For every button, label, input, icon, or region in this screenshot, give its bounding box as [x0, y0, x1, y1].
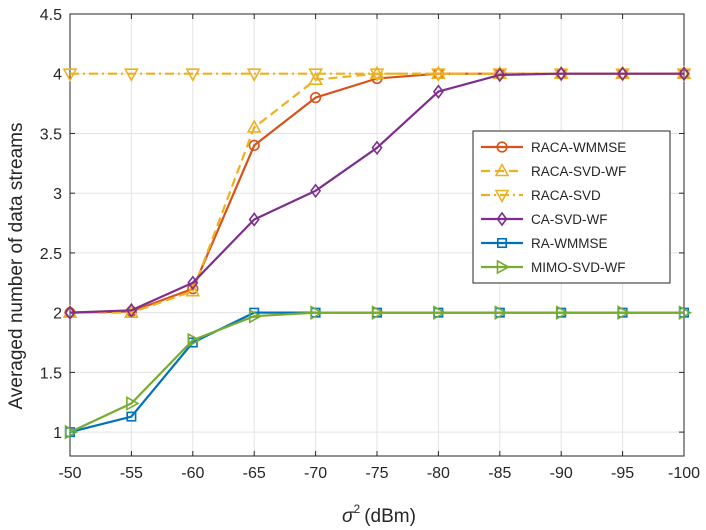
data-point-ca-svd-wf	[248, 212, 260, 227]
data-point-raca-svd	[62, 68, 78, 82]
legend-marker-ca-svd-wf	[496, 211, 508, 227]
data-point-ca-svd-wf	[617, 66, 629, 82]
series-ca-svd-wf	[64, 66, 690, 320]
legend-label-raca-wmmse: RACA-WMMSE	[531, 140, 626, 155]
x-tick-label: -95	[611, 465, 634, 482]
x-tick-label: -55	[120, 465, 143, 482]
data-point-raca-svd	[308, 68, 323, 82]
data-point-ca-svd-wf	[555, 66, 567, 82]
data-point-ca-svd-wf	[310, 183, 322, 199]
data-point-ca-svd-wf	[125, 302, 137, 318]
x-tick-label: -75	[365, 465, 388, 482]
legend-marker-raca-svd-wf	[494, 162, 510, 177]
legend-item-raca-wmmse: RACA-WMMSE	[481, 140, 626, 155]
data-point-raca-svd	[431, 68, 446, 82]
x-axis-label: σ2 (dBm)	[342, 502, 416, 527]
data-point-mimo-svd-wf	[187, 332, 201, 348]
legend-item-raca-svd: RACA-SVD	[481, 188, 601, 204]
series-mimo-svd-wf	[64, 305, 693, 440]
data-point-mimo-svd-wf	[371, 305, 386, 320]
data-point-raca-svd	[246, 68, 262, 82]
data-point-raca-svd-wf	[308, 71, 323, 86]
x-axis-label-symbol: σ	[342, 506, 355, 527]
legend-label-raca-svd-wf: RACA-SVD-WF	[531, 164, 626, 179]
x-tick-label: -80	[427, 465, 450, 482]
y-axis-label: Averaged number of data streams	[6, 123, 27, 410]
data-point-raca-wmmse	[248, 139, 260, 152]
legend: RACA-WMMSE RACA-SVD-WF RACA-SVD CA-SVD-WF RA…	[472, 130, 671, 284]
y-tick-label: 3.5	[40, 126, 62, 143]
data-point-mimo-svd-wf	[678, 305, 693, 320]
legend-label-ra-wmmse: RA-WMMSE	[531, 236, 608, 251]
y-tick-label: 4	[53, 67, 62, 84]
x-tick-label: -50	[58, 465, 81, 482]
x-axis-label-superscript: 2	[354, 502, 361, 516]
x-tick-label: -70	[304, 465, 327, 482]
data-point-raca-svd-wf	[185, 282, 201, 297]
x-axis-label-unit: (dBm)	[364, 506, 416, 527]
axes: -50 -55 -60 -65 -70 -75 -80 -85 -90 -95 -100 1 1.5 2 2…	[40, 7, 700, 482]
data-point-mimo-svd-wf	[555, 305, 570, 320]
data-point-ca-svd-wf	[64, 305, 76, 320]
legend-marker-raca-svd	[494, 189, 510, 204]
legend-label-raca-svd: RACA-SVD	[531, 188, 601, 203]
data-point-mimo-svd-wf	[64, 424, 79, 440]
data-point-ra-wmmse	[126, 411, 137, 422]
data-point-ca-svd-wf	[432, 84, 444, 99]
legend-label-mimo-svd-wf: MIMO-SVD-WF	[531, 260, 625, 275]
data-point-ca-svd-wf	[371, 140, 383, 156]
y-tick-label: 1.5	[40, 365, 62, 382]
legend-label-ca-svd-wf: CA-SVD-WF	[531, 212, 608, 227]
data-point-mimo-svd-wf	[248, 308, 263, 324]
data-point-ca-svd-wf	[678, 66, 690, 82]
y-tick-label: 2.5	[40, 246, 62, 263]
data-point-mimo-svd-wf	[433, 305, 447, 320]
y-tick-label: 1	[53, 425, 62, 442]
data-point-mimo-svd-wf	[126, 396, 140, 411]
data-point-raca-svd	[369, 68, 385, 82]
data-point-raca-wmmse	[310, 92, 322, 104]
x-tick-label: -100	[668, 465, 700, 482]
x-tick-label: -90	[550, 465, 573, 482]
legend-box	[472, 130, 671, 284]
series-line-mimo-svd-wf	[69, 311, 684, 434]
data-point-mimo-svd-wf	[494, 305, 508, 320]
data-point-ca-svd-wf	[494, 67, 506, 83]
legend-marker-raca-wmmse	[496, 141, 508, 153]
legend-item-raca-svd-wf: RACA-SVD-WF	[481, 162, 626, 179]
data-point-ca-svd-wf	[187, 275, 199, 291]
series-line-ca-svd-wf	[69, 72, 684, 314]
data-point-raca-svd-wf	[246, 119, 262, 133]
y-tick-label: 3	[53, 186, 62, 203]
x-tick-label: -85	[488, 465, 511, 482]
axes-box	[69, 13, 685, 457]
legend-item-mimo-svd-wf: MIMO-SVD-WF	[481, 259, 625, 275]
y-tick-label: 4.5	[40, 7, 62, 24]
legend-item-ra-wmmse: RA-WMMSE	[481, 236, 608, 251]
y-tick-label: 2	[53, 306, 62, 323]
series	[62, 65, 693, 440]
x-tick-label: -65	[243, 465, 266, 482]
legend-item-ca-svd-wf: CA-SVD-WF	[481, 211, 608, 227]
x-tick-label: -60	[181, 465, 204, 482]
legend-marker-ra-wmmse	[496, 238, 507, 249]
data-point-mimo-svd-wf	[310, 305, 324, 320]
data-point-raca-svd	[185, 68, 201, 82]
data-point-raca-svd	[124, 68, 139, 82]
legend-marker-mimo-svd-wf	[496, 259, 511, 275]
data-point-mimo-svd-wf	[617, 305, 631, 320]
